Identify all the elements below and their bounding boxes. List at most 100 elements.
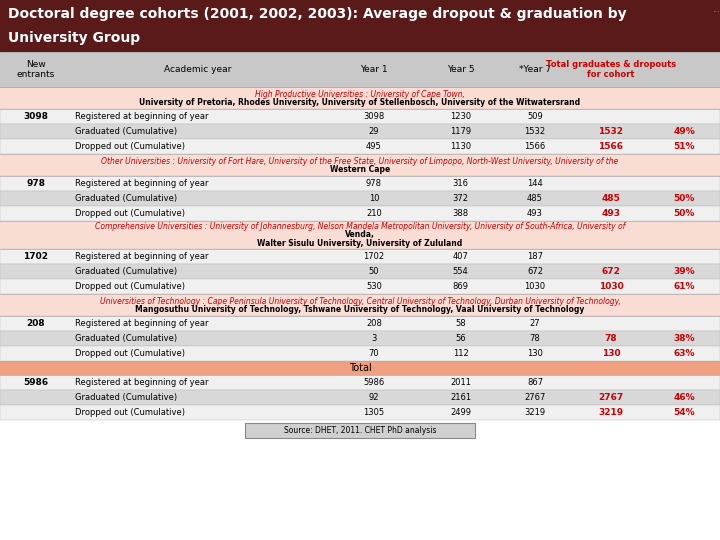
Text: 61%: 61% xyxy=(673,282,695,291)
Text: 187: 187 xyxy=(527,252,543,261)
Text: 1702: 1702 xyxy=(24,252,48,261)
Text: Graduated (Cumulative): Graduated (Cumulative) xyxy=(75,127,177,136)
Text: 3098: 3098 xyxy=(24,112,48,121)
Text: 51%: 51% xyxy=(673,142,695,151)
Text: Registered at beginning of year: Registered at beginning of year xyxy=(75,319,209,328)
Text: 1532: 1532 xyxy=(598,127,624,136)
Text: Dropped out (Cumulative): Dropped out (Cumulative) xyxy=(75,142,185,151)
Bar xyxy=(0,109,720,124)
Text: Comprehensive Universities : University of Johannesburg, Nelson Mandela Metropol: Comprehensive Universities : University … xyxy=(95,222,625,231)
Text: Mangosuthu University of Technology, Tshwane University of Technology, Vaal Univ: Mangosuthu University of Technology, Tsh… xyxy=(135,305,585,314)
Text: University of Pretoria, Rhodes University, University of Stellenbosch, Universit: University of Pretoria, Rhodes Universit… xyxy=(140,98,580,107)
Text: 50%: 50% xyxy=(673,209,695,218)
Text: Registered at beginning of year: Registered at beginning of year xyxy=(75,378,209,387)
Text: 316: 316 xyxy=(452,179,469,188)
Text: 3098: 3098 xyxy=(364,112,384,121)
Bar xyxy=(0,139,720,154)
Text: 92: 92 xyxy=(369,393,379,402)
Text: Year 1: Year 1 xyxy=(360,65,388,74)
Bar xyxy=(245,423,475,438)
Bar xyxy=(0,124,720,139)
Text: 1030: 1030 xyxy=(524,282,546,291)
Text: 49%: 49% xyxy=(673,127,695,136)
Text: 1305: 1305 xyxy=(364,408,384,417)
Bar xyxy=(0,361,720,375)
Text: Dropped out (Cumulative): Dropped out (Cumulative) xyxy=(75,209,185,218)
Text: Other Universities : University of Fort Hare, University of the Free State, Univ: Other Universities : University of Fort … xyxy=(102,157,618,166)
Text: 485: 485 xyxy=(527,194,543,203)
Text: 2161: 2161 xyxy=(450,393,471,402)
Text: Dropped out (Cumulative): Dropped out (Cumulative) xyxy=(75,408,185,417)
Text: Registered at beginning of year: Registered at beginning of year xyxy=(75,179,209,188)
Text: 63%: 63% xyxy=(673,349,695,358)
Text: 554: 554 xyxy=(453,267,469,276)
Text: 3219: 3219 xyxy=(598,408,624,417)
Text: 1179: 1179 xyxy=(450,127,471,136)
Text: Graduated (Cumulative): Graduated (Cumulative) xyxy=(75,267,177,276)
Text: *Year 7: *Year 7 xyxy=(519,65,551,74)
Text: 2011: 2011 xyxy=(450,378,471,387)
Text: 2767: 2767 xyxy=(598,393,624,402)
Text: 112: 112 xyxy=(453,349,469,358)
Text: Total: Total xyxy=(348,363,372,373)
Text: 54%: 54% xyxy=(673,408,695,417)
Text: 38%: 38% xyxy=(673,334,695,343)
Text: Registered at beginning of year: Registered at beginning of year xyxy=(75,112,209,121)
Bar xyxy=(0,87,720,109)
Text: 978: 978 xyxy=(366,179,382,188)
Text: Graduated (Cumulative): Graduated (Cumulative) xyxy=(75,334,177,343)
Bar xyxy=(0,279,720,294)
Text: 372: 372 xyxy=(452,194,469,203)
Text: 50: 50 xyxy=(369,267,379,276)
Text: 70: 70 xyxy=(369,349,379,358)
Text: Universities of Technology : Cape Peninsula University of Technology, Central Un: Universities of Technology : Cape Penins… xyxy=(99,297,621,306)
Text: 3219: 3219 xyxy=(524,408,546,417)
Text: 869: 869 xyxy=(452,282,469,291)
Bar xyxy=(0,52,720,87)
Text: 39%: 39% xyxy=(673,267,695,276)
Text: 530: 530 xyxy=(366,282,382,291)
Text: 388: 388 xyxy=(452,209,469,218)
Text: 2499: 2499 xyxy=(450,408,471,417)
Text: 27: 27 xyxy=(530,319,540,328)
Text: 130: 130 xyxy=(602,349,621,358)
Bar xyxy=(0,405,720,420)
Text: 208: 208 xyxy=(27,319,45,328)
Text: 2767: 2767 xyxy=(524,393,546,402)
Bar xyxy=(0,294,720,316)
Text: 1130: 1130 xyxy=(450,142,471,151)
Text: High Productive Universities : University of Cape Town,: High Productive Universities : Universit… xyxy=(255,90,465,99)
Text: University Group: University Group xyxy=(8,31,140,45)
Text: 1030: 1030 xyxy=(598,282,624,291)
Bar xyxy=(0,346,720,361)
Text: 672: 672 xyxy=(527,267,543,276)
Text: Source: DHET, 2011. CHET PhD analysis: Source: DHET, 2011. CHET PhD analysis xyxy=(284,426,436,435)
Text: Year 5: Year 5 xyxy=(446,65,474,74)
Text: 978: 978 xyxy=(27,179,45,188)
Text: 1566: 1566 xyxy=(524,142,546,151)
Bar xyxy=(0,375,720,390)
Bar xyxy=(0,331,720,346)
Text: 509: 509 xyxy=(527,112,543,121)
Text: 208: 208 xyxy=(366,319,382,328)
Text: 1566: 1566 xyxy=(598,142,624,151)
Text: 210: 210 xyxy=(366,209,382,218)
Text: Western Cape: Western Cape xyxy=(330,165,390,174)
Text: Graduated (Cumulative): Graduated (Cumulative) xyxy=(75,194,177,203)
Text: 29: 29 xyxy=(369,127,379,136)
Text: 493: 493 xyxy=(527,209,543,218)
Bar xyxy=(0,154,720,176)
Text: Doctoral degree cohorts (2001, 2002, 2003): Average dropout & graduation by: Doctoral degree cohorts (2001, 2002, 200… xyxy=(8,7,626,21)
Text: Dropped out (Cumulative): Dropped out (Cumulative) xyxy=(75,282,185,291)
Text: ...: ... xyxy=(712,5,720,15)
Bar xyxy=(0,221,720,249)
Text: Graduated (Cumulative): Graduated (Cumulative) xyxy=(75,393,177,402)
Text: 78: 78 xyxy=(530,334,541,343)
Text: Dropped out (Cumulative): Dropped out (Cumulative) xyxy=(75,349,185,358)
Text: 1702: 1702 xyxy=(364,252,384,261)
Text: New
entrants: New entrants xyxy=(17,60,55,79)
Text: 58: 58 xyxy=(455,319,466,328)
Text: 50%: 50% xyxy=(673,194,695,203)
Text: 78: 78 xyxy=(605,334,617,343)
Text: 144: 144 xyxy=(527,179,543,188)
